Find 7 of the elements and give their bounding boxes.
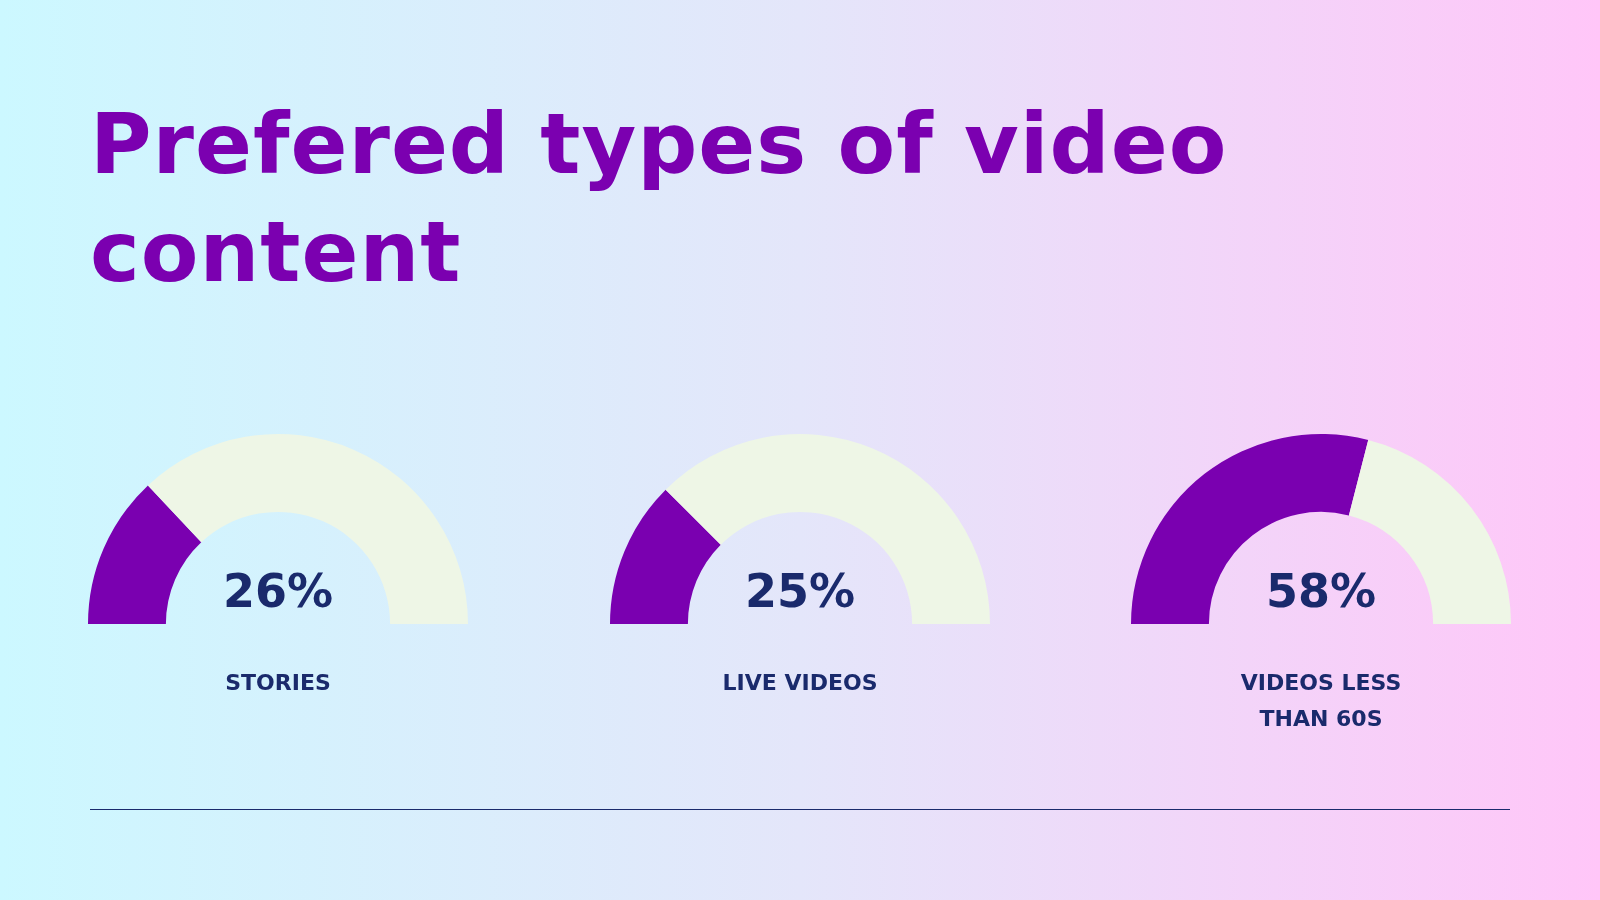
text: Prefered types of video content [90,94,1229,303]
text: 58% [1265,563,1377,618]
text: 25% [744,563,856,618]
text: 26% [222,563,334,618]
text: STORIES [224,669,332,697]
text: VIDEOS LESS THAN 60S [1239,669,1403,733]
text: LIVE VIDEOS [721,669,879,697]
